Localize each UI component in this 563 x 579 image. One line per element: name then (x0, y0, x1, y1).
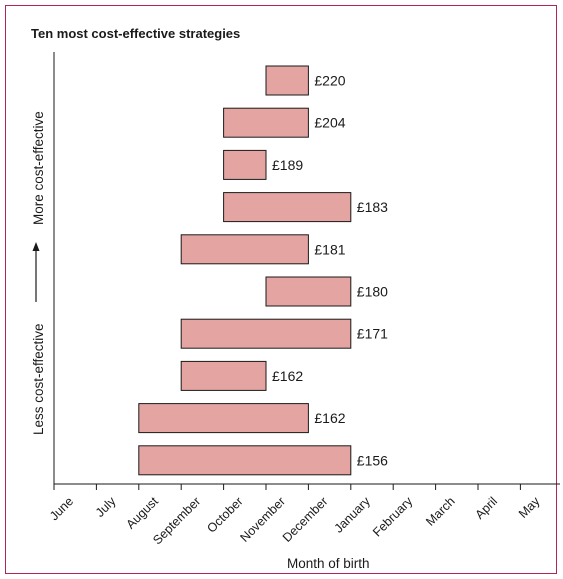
x-axis-label: Month of birth (287, 556, 370, 571)
bar (223, 149, 267, 180)
bar (180, 234, 309, 265)
bar-value-label: £180 (357, 284, 388, 300)
x-tick-label: February (370, 494, 416, 540)
bar-value-label: £162 (314, 410, 345, 426)
bar-value-label: £162 (272, 368, 303, 384)
bar-value-label: £220 (314, 73, 345, 89)
bar (138, 403, 309, 434)
x-tick-label: July (93, 494, 119, 520)
y-arrow-head (32, 242, 40, 251)
chart-title: Ten most cost-effective strategies (31, 26, 241, 41)
x-tick-label: December (280, 494, 331, 545)
y-label-bottom: Less cost-effective (31, 323, 46, 435)
bar-value-label: £204 (314, 115, 345, 131)
bar (223, 192, 352, 223)
bar (180, 318, 352, 349)
bar-value-label: £189 (272, 157, 303, 173)
x-tick-label: May (516, 494, 543, 521)
bar (265, 65, 309, 96)
bar (265, 276, 352, 307)
x-tick-label: November (237, 494, 288, 545)
x-tick-label: March (423, 494, 457, 528)
bar-value-label: £183 (357, 199, 388, 215)
x-tick-label: April (473, 494, 501, 522)
y-label-top: More cost-effective (31, 111, 46, 225)
x-tick-label: October (204, 494, 245, 535)
x-tick-label: June (47, 494, 76, 523)
bar (223, 107, 309, 138)
bar-value-label: £156 (357, 452, 388, 468)
x-tick-label: August (123, 494, 161, 532)
bar (180, 360, 267, 391)
bar (138, 445, 352, 476)
bar-value-label: £181 (314, 241, 345, 257)
x-tick-label: January (332, 494, 374, 536)
bar-value-label: £171 (357, 326, 388, 342)
